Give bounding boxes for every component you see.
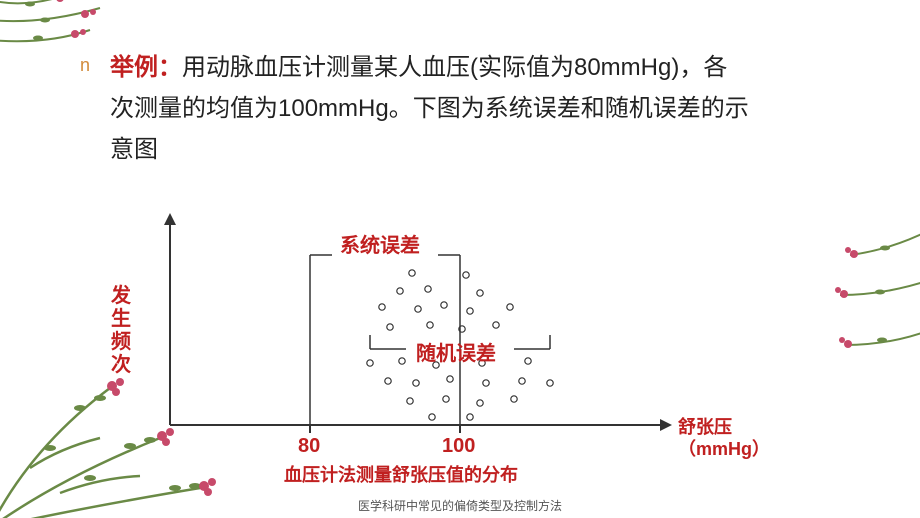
chart-bottom-title: 血压计法测量舒张压值的分布 — [284, 461, 518, 487]
example-text: 举例：用动脉血压计测量某人血压(实际值为80mmHg)，各次测量的均值为100m… — [110, 48, 750, 170]
x-axis-label: 舒张压（mmHg） — [678, 417, 770, 460]
systematic-error-label: 系统误差 — [340, 229, 420, 258]
slide-footer: 医学科研中常见的偏倚类型及控制方法 — [0, 497, 920, 514]
y-axis-label: 发生频次 — [110, 285, 132, 377]
tick-100: 100 — [442, 435, 475, 458]
random-error-label: 随机误差 — [416, 337, 496, 366]
branch-right-icon — [820, 200, 920, 400]
bullet-marker: n — [80, 55, 90, 76]
slide: n 举例：用动脉血压计测量某人血压(实际值为80mmHg)，各次测量的均值为10… — [0, 0, 920, 518]
example-body: 用动脉血压计测量某人血压(实际值为80mmHg)，各次测量的均值为100mmHg… — [110, 54, 749, 163]
example-label: 举例： — [110, 54, 182, 81]
tick-80: 80 — [298, 435, 320, 458]
error-diagram: 发生频次 80 100 系统误差 随机误差 舒张压（mmHg） 血压计法测量舒张… — [110, 195, 770, 485]
